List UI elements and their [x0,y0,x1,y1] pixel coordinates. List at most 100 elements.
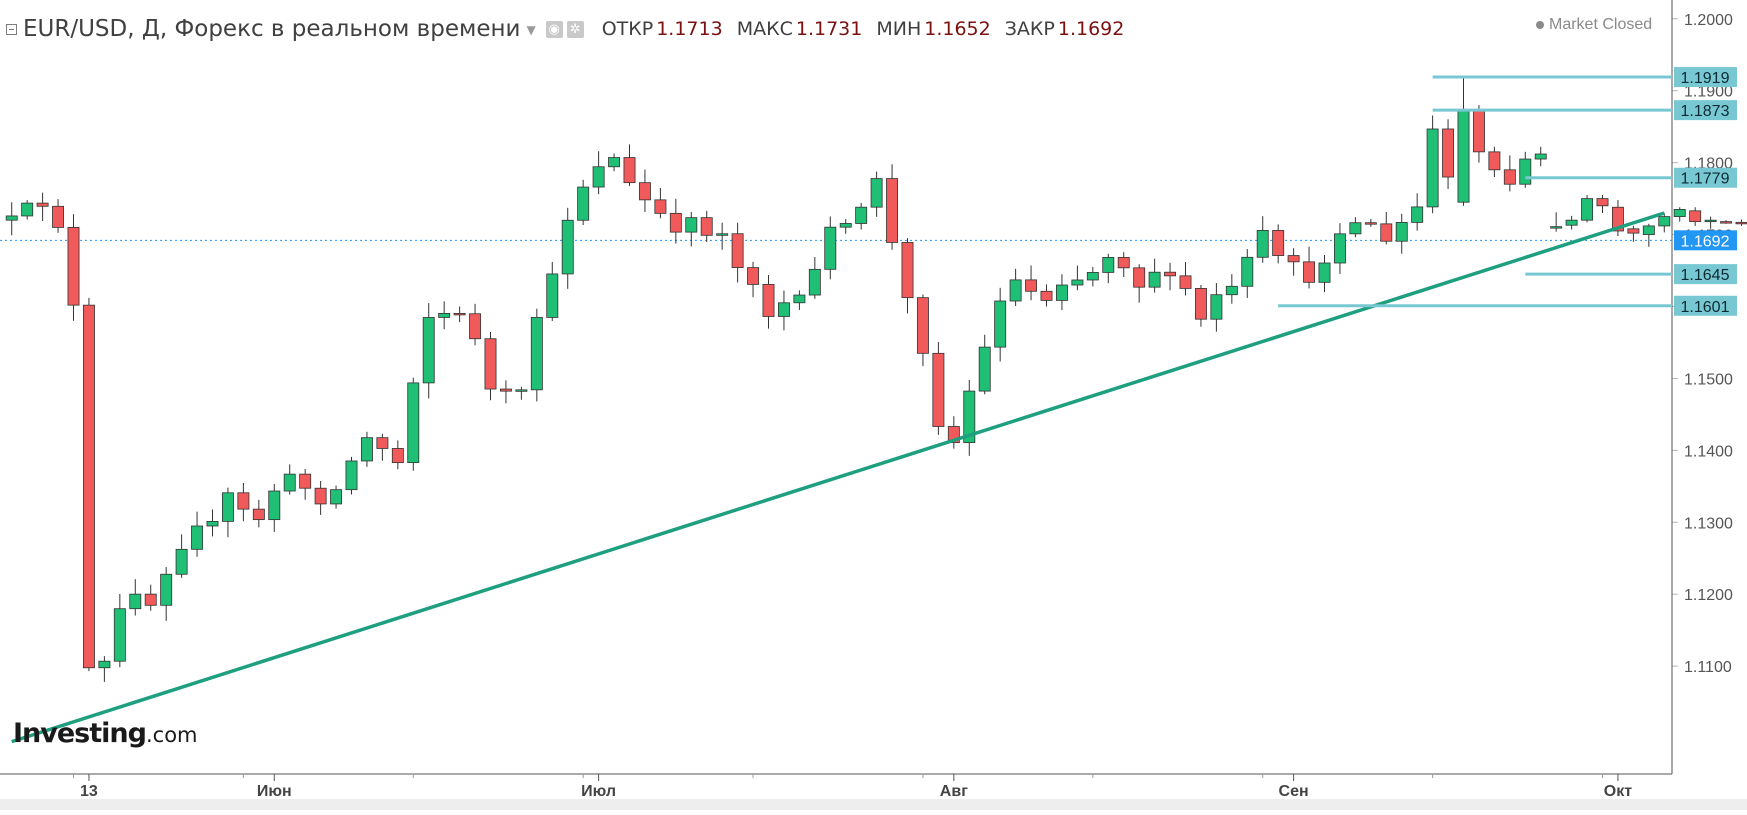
candle-down [82,304,95,669]
price-level-label: 1.1779 [1681,171,1730,188]
price-level-label: 1.1645 [1681,267,1730,284]
candle-up [160,573,173,606]
candle [1704,216,1717,229]
candle [221,487,234,538]
candle-down [1179,275,1192,289]
candle-down [1596,198,1609,207]
candle-down [144,593,157,606]
logo-brand: Investing [13,718,147,749]
y-tick-label: 1.1300 [1684,515,1733,532]
chevron-down-icon[interactable]: ▼ [526,23,536,37]
symbol-title[interactable]: EUR/USD, Д, Форекс в реальном времени [23,16,521,42]
candle-up [1055,284,1068,301]
candle-down [747,267,760,285]
candle-down [1303,261,1316,283]
candle [113,593,126,668]
candle [499,380,512,404]
candle [530,308,543,402]
candle-down [1472,109,1485,153]
candle [438,301,451,330]
candle [1503,155,1516,192]
candle-down [391,448,404,464]
candle-up [1534,153,1547,160]
candle-up [1102,257,1115,273]
candle [592,151,605,195]
candle-down [1194,288,1207,320]
eye-icon[interactable]: ◉ [545,20,563,38]
candle [808,257,821,299]
candle [1086,266,1099,287]
candle-up [1426,128,1439,208]
bottom-scroll-band[interactable] [0,799,1747,810]
candle-down [499,388,512,392]
candle-up [1550,226,1563,229]
candle-up [98,660,111,669]
candle-down [1380,223,1393,242]
candle [469,303,482,346]
market-status: Market Closed [1536,16,1652,34]
candle-up [1333,233,1346,264]
candle-down [669,212,682,233]
candle [777,290,790,331]
candle [1117,252,1130,277]
candle-up [1411,206,1424,223]
logo-suffix: .com [145,723,198,747]
candle-down [1040,290,1053,301]
candle-up [561,219,574,275]
candle [391,440,404,470]
candle [515,386,528,400]
candle [299,469,312,500]
candle [1442,119,1455,189]
candle-down [36,202,49,207]
candle [1550,212,1563,232]
candle-down [1025,279,1038,292]
candle [1627,225,1640,242]
candle [901,238,914,314]
candle [685,211,698,247]
low-label: МИН [876,18,922,40]
x-tick-label: Сен [1279,783,1309,800]
candle [1658,212,1671,233]
candle-down [1164,271,1177,277]
candle [1534,146,1547,167]
x-minor-ticks [73,774,1603,778]
candle-down [731,233,744,268]
candle [1318,255,1331,293]
candle-up [808,268,821,296]
investing-logo: Investing.com [13,718,198,749]
candle [1642,223,1655,247]
candle [191,511,204,557]
candle [330,485,343,509]
candle [762,275,775,329]
x-tick-label: Окт [1604,783,1632,800]
candle [1395,213,1408,254]
candle [21,200,34,220]
current-price-label: 1.1692 [1681,233,1730,250]
current-price-tag [1674,230,1737,251]
low-value: 1.1652 [924,18,991,40]
candle [1673,207,1686,222]
x-tick-label: Авг [940,783,968,800]
candle [237,483,250,522]
candle-down [1442,128,1455,178]
y-tick-label: 1.1900 [1684,84,1733,101]
candle-up [777,302,790,317]
x-tick-label: 13 [80,783,98,800]
gear-icon[interactable]: ✲ [566,20,584,38]
candle-up [963,390,976,444]
candle [916,294,929,367]
open-value: 1.1713 [656,18,723,40]
candle-up [1658,216,1671,227]
price-level-label: 1.1919 [1681,70,1730,87]
candle-up [1349,222,1362,235]
x-tick-label: Июл [581,783,616,800]
open-label: ОТКР [601,18,654,40]
candle [407,377,420,471]
candle-up [1241,256,1254,287]
candle-up [824,226,837,270]
candle-down [67,227,80,306]
collapse-icon[interactable] [6,23,17,35]
candle [638,169,651,213]
